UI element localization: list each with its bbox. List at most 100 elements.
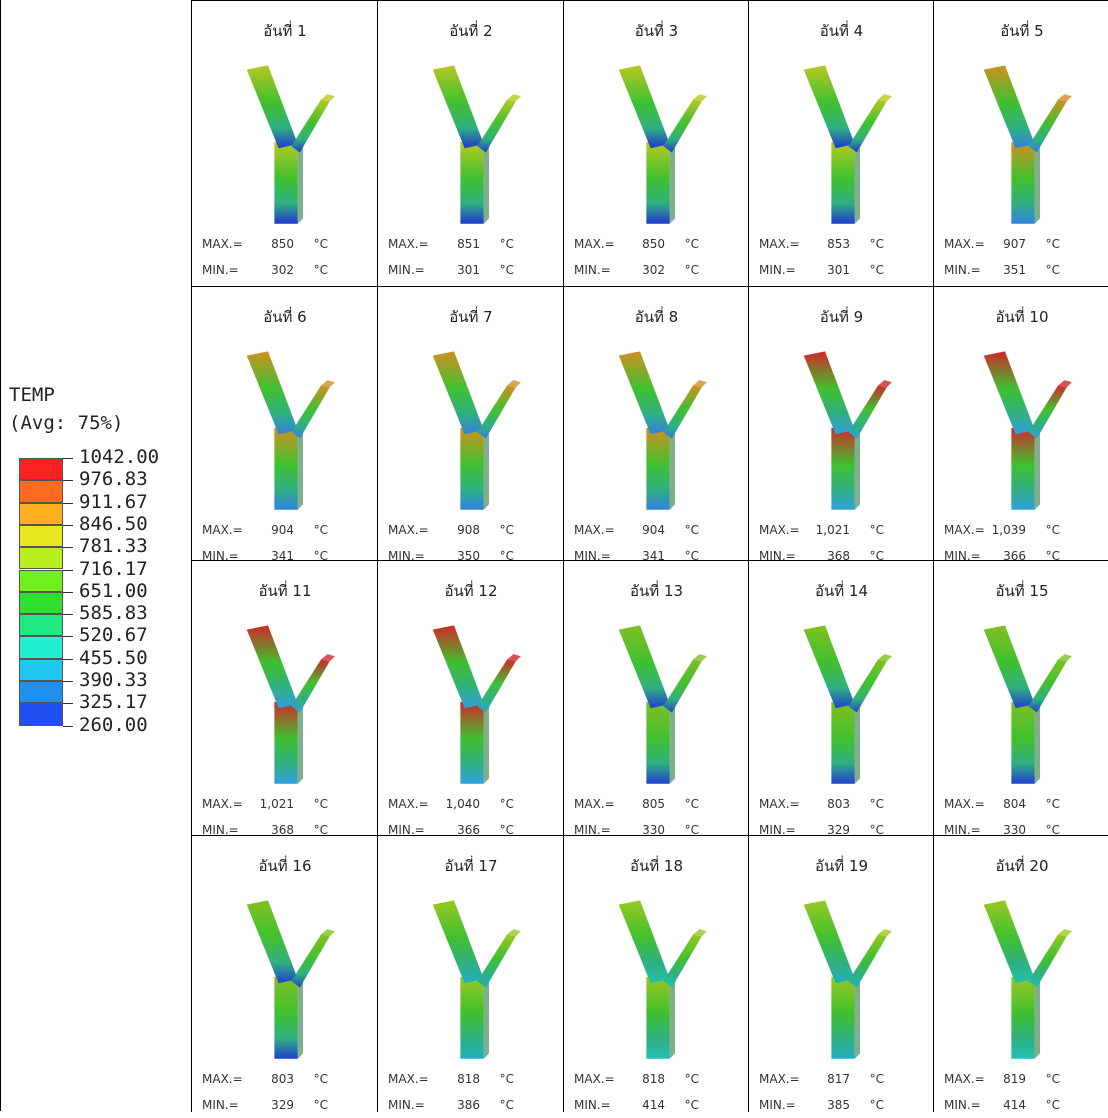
y-model: [246, 65, 335, 224]
legend-level: 455.50: [79, 646, 148, 669]
legend-band: [19, 547, 63, 570]
value-row: MAX.= 803 °C: [759, 797, 928, 817]
cell: อันที่ 1 MAX.= 850 °C MIN.= 302 °C: [191, 0, 378, 287]
max-label: MAX.=: [388, 797, 429, 811]
legend-level: 716.17: [79, 557, 148, 580]
value-row: MIN.= 385 °C: [759, 1098, 928, 1118]
value-row: MIN.= 301 °C: [388, 263, 558, 283]
min-label: MIN.=: [574, 1098, 611, 1112]
y-model: [618, 625, 707, 784]
max-value: 804: [1003, 797, 1026, 811]
cell: อันที่ 17 MAX.= 818 °C MIN.= 386 °C: [377, 835, 564, 1112]
min-label: MIN.=: [759, 1098, 796, 1112]
max-label: MAX.=: [202, 1072, 243, 1086]
max-label: MAX.=: [944, 1072, 985, 1086]
unit: °C: [869, 523, 884, 537]
unit: °C: [1045, 549, 1060, 563]
min-label: MIN.=: [759, 263, 796, 277]
cell: อันที่ 9 MAX.= 1,021 °C MIN.= 368 °C: [748, 286, 934, 563]
max-value: 851: [457, 237, 480, 251]
cell-title: อันที่ 11: [258, 582, 312, 600]
value-row: MAX.= 817 °C: [759, 1072, 928, 1092]
unit: °C: [499, 1072, 514, 1086]
max-value: 850: [271, 237, 294, 251]
min-value: 385: [827, 1098, 850, 1112]
max-value: 818: [642, 1072, 665, 1086]
legend-level: 585.83: [79, 602, 148, 625]
cell-title: อันที่ 14: [814, 582, 868, 600]
unit: °C: [313, 823, 328, 837]
value-row: MIN.= 366 °C: [388, 823, 558, 843]
unit: °C: [313, 549, 328, 563]
unit: °C: [313, 1098, 328, 1112]
legend-band: [19, 658, 63, 681]
cell-title: อันที่ 3: [634, 22, 679, 40]
value-row: MAX.= 1,021 °C: [759, 523, 928, 543]
unit: °C: [1045, 1072, 1060, 1086]
unit: °C: [869, 1072, 884, 1086]
unit: °C: [684, 797, 699, 811]
value-row: MIN.= 301 °C: [759, 263, 928, 283]
cell-title: อันที่ 20: [995, 857, 1049, 875]
unit: °C: [684, 263, 699, 277]
unit: °C: [499, 549, 514, 563]
min-label: MIN.=: [202, 1098, 239, 1112]
max-value: 904: [642, 523, 665, 537]
min-value: 330: [1003, 823, 1026, 837]
cell-title: อันที่ 16: [258, 857, 312, 875]
unit: °C: [313, 1072, 328, 1086]
max-label: MAX.=: [759, 797, 800, 811]
max-label: MAX.=: [202, 237, 243, 251]
cell-title: อันที่ 18: [629, 857, 683, 875]
legend-level: 911.67: [79, 490, 148, 513]
y-model: [983, 900, 1072, 1059]
y-model: [246, 900, 335, 1059]
cell-title: อันที่ 5: [1000, 22, 1044, 40]
unit: °C: [684, 523, 699, 537]
cell: อันที่ 4 MAX.= 853 °C MIN.= 301 °C: [748, 0, 934, 287]
legend-level: 651.00: [79, 579, 148, 602]
y-model: [432, 351, 521, 510]
max-label: MAX.=: [202, 523, 243, 537]
y-model: [803, 65, 892, 224]
min-label: MIN.=: [388, 263, 425, 277]
max-label: MAX.=: [574, 523, 615, 537]
cell: อันที่ 14 MAX.= 803 °C MIN.= 329 °C: [748, 560, 934, 837]
max-label: MAX.=: [574, 1072, 615, 1086]
cell-title: อันที่ 19: [814, 857, 868, 875]
unit: °C: [684, 237, 699, 251]
min-value: 301: [457, 263, 480, 277]
min-value: 329: [827, 823, 850, 837]
y-model: [803, 900, 892, 1059]
legend-level: 846.50: [79, 512, 148, 535]
max-value: 803: [271, 1072, 294, 1086]
legend-band: [19, 614, 63, 637]
legend-tick: [63, 614, 73, 616]
unit: °C: [1045, 797, 1060, 811]
unit: °C: [684, 549, 699, 563]
max-value: 805: [642, 797, 665, 811]
max-label: MAX.=: [388, 1072, 429, 1086]
max-value: 1,040: [445, 797, 480, 811]
y-model: [983, 625, 1072, 784]
min-value: 330: [642, 823, 665, 837]
max-label: MAX.=: [388, 237, 429, 251]
unit: °C: [313, 237, 328, 251]
value-row: MIN.= 368 °C: [759, 549, 928, 569]
value-row: MAX.= 851 °C: [388, 237, 558, 257]
unit: °C: [1045, 263, 1060, 277]
legend-level: 390.33: [79, 669, 148, 691]
legend-tick: [63, 703, 73, 705]
cell: อันที่ 11 MAX.= 1,021 °C MIN.= 368 °C: [191, 560, 378, 837]
cell-title: อันที่ 6: [263, 308, 307, 326]
value-row: MAX.= 818 °C: [574, 1072, 743, 1092]
value-row: MAX.= 803 °C: [202, 1072, 372, 1092]
cell-title: อันที่ 13: [629, 582, 683, 600]
cell-title: อันที่ 12: [444, 582, 498, 600]
legend-level: 260.00: [79, 713, 148, 736]
value-row: MAX.= 850 °C: [574, 237, 743, 257]
unit: °C: [499, 237, 514, 251]
value-row: MIN.= 366 °C: [944, 549, 1104, 569]
max-label: MAX.=: [944, 237, 985, 251]
